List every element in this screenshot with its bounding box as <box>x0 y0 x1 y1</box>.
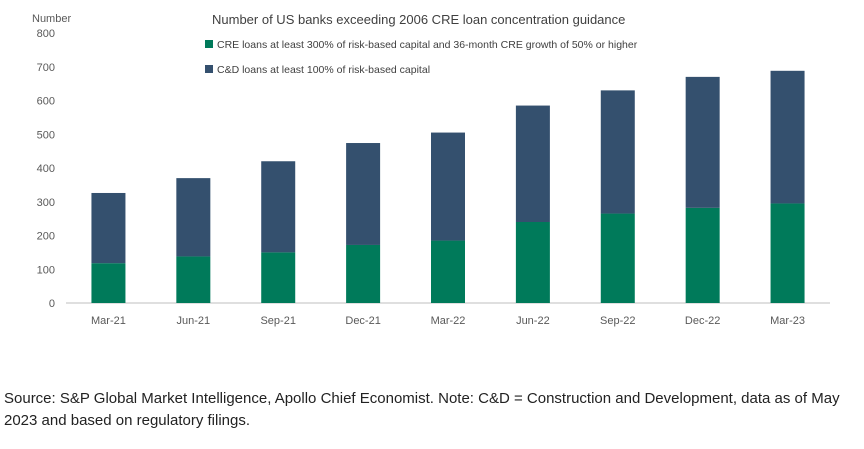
bar-segment-cd <box>431 132 465 241</box>
x-axis-ticks: Mar-21 Jun-21 Sep-21 Dec-21 Mar-22 Jun-22 Sep-… <box>91 315 805 327</box>
bar-segment-cre <box>770 203 805 303</box>
bar-segment-cd <box>261 161 296 253</box>
x-tick-label: Mar-21 <box>91 315 126 327</box>
y-tick-label: 500 <box>37 129 55 141</box>
bar-segment-cd <box>600 90 635 214</box>
bar-segment-cre <box>91 263 126 303</box>
y-tick-label: 100 <box>37 264 55 276</box>
bar-segment-cre <box>685 207 720 303</box>
chart-title: Number of US banks exceeding 2006 CRE lo… <box>212 12 625 27</box>
bar-segment-cd <box>346 143 381 245</box>
x-tick-label: Jun-22 <box>516 315 550 327</box>
bar-segment-cd <box>515 105 550 222</box>
legend-label-cd: C&D loans at least 100% of risk-based ca… <box>217 64 430 76</box>
y-axis-ticks: 0 100 200 300 400 500 600 700 800 <box>37 28 55 310</box>
bar-segment-cd <box>770 70 805 204</box>
stacked-bar-chart: Number Number of US banks exceeding 2006… <box>32 12 830 327</box>
bar-segment-cd <box>685 76 720 208</box>
source-note: Source: S&P Global Market Intelligence, … <box>4 390 840 429</box>
x-tick-label: Dec-21 <box>345 315 380 327</box>
x-tick-label: Mar-22 <box>431 315 466 327</box>
bar-segment-cre <box>431 240 465 303</box>
bar-segment-cre <box>346 244 381 303</box>
x-tick-label: Mar-23 <box>770 315 805 327</box>
bar-segment-cd <box>176 178 211 257</box>
y-tick-label: 800 <box>37 28 55 40</box>
legend-swatch-cd <box>205 65 213 73</box>
y-axis-label: Number <box>32 13 71 25</box>
y-tick-label: 400 <box>37 163 55 175</box>
y-tick-label: 600 <box>37 96 55 108</box>
bar-segment-cd <box>91 192 126 264</box>
legend-label-cre: CRE loans at least 300% of risk-based ca… <box>217 39 638 51</box>
bar-segment-cre <box>261 252 296 303</box>
bars-group <box>91 70 805 303</box>
x-tick-label: Sep-21 <box>260 315 295 327</box>
x-tick-label: Jun-21 <box>177 315 211 327</box>
y-tick-label: 0 <box>49 298 55 310</box>
bar-segment-cre <box>515 222 550 303</box>
y-tick-label: 200 <box>37 231 55 243</box>
legend-swatch-cre <box>205 40 213 48</box>
bar-segment-cre <box>176 256 211 303</box>
x-tick-label: Sep-22 <box>600 315 635 327</box>
y-tick-label: 300 <box>37 197 55 209</box>
bar-segment-cre <box>600 213 635 303</box>
y-tick-label: 700 <box>37 62 55 74</box>
legend: CRE loans at least 300% of risk-based ca… <box>205 39 638 76</box>
x-tick-label: Dec-22 <box>685 315 720 327</box>
